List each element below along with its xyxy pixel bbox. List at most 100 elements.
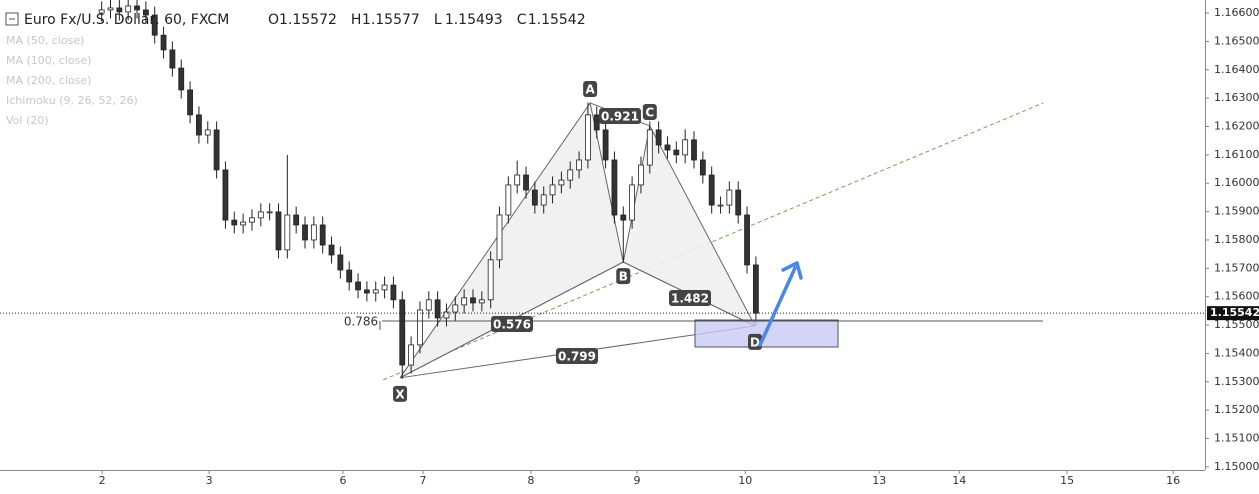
- candle-body: [417, 309, 423, 346]
- candle-body: [638, 164, 644, 186]
- ohlc-label: C: [517, 12, 527, 28]
- candle-body: [142, 9, 149, 16]
- ratio-label: 0.921: [601, 110, 639, 124]
- x-tick-label: 2: [99, 474, 106, 487]
- candle-body: [585, 114, 591, 161]
- candle-body: [355, 281, 361, 291]
- candle-body: [213, 129, 220, 171]
- candle-body: [505, 184, 512, 216]
- y-tick-label: 1.15400: [1214, 346, 1259, 359]
- candle-body: [266, 211, 273, 214]
- candle-body: [744, 214, 750, 266]
- candle-body: [567, 169, 574, 181]
- candle-body: [425, 299, 432, 311]
- candle-body: [284, 214, 291, 251]
- indicator-label: Ichimoku (9, 26, 52, 26): [6, 94, 138, 107]
- pattern-point-box: [583, 80, 598, 97]
- candle-body: [549, 184, 556, 196]
- x-tick-label: 14: [952, 474, 966, 487]
- x-tick-label: 13: [872, 474, 886, 487]
- ratio-label: 1.482: [671, 292, 709, 306]
- ohlc-value: 1.15542: [528, 12, 586, 28]
- candle-body: [399, 299, 406, 366]
- candle-body: [257, 211, 264, 219]
- candle-body: [293, 214, 300, 226]
- candle-body: [443, 311, 450, 319]
- pattern-point-label: C: [645, 105, 654, 119]
- indicator-label: MA (50, close): [6, 34, 84, 47]
- candle-body: [620, 214, 627, 221]
- pattern-point-label: B: [619, 270, 628, 284]
- candle-body: [160, 34, 167, 51]
- x-tick-label: 8: [527, 474, 534, 487]
- candle-body: [116, 7, 123, 13]
- candle-body: [487, 259, 494, 301]
- y-tick-label: 1.16500: [1214, 34, 1259, 47]
- y-tick-label: 1.15100: [1214, 432, 1259, 445]
- pattern-point-label: X: [395, 387, 405, 401]
- ohlc-label: H: [351, 12, 362, 28]
- candle-body: [461, 297, 468, 306]
- candle-body: [452, 304, 459, 313]
- ohlc-value: 1.15577: [362, 12, 420, 28]
- y-tick-label: 1.15700: [1214, 261, 1259, 274]
- candle-body: [408, 344, 414, 366]
- ratio-label: 0.786: [344, 315, 378, 329]
- projection-arrow: [758, 261, 803, 347]
- candle-body: [98, 9, 105, 14]
- candle-body: [540, 194, 547, 206]
- candle-body: [655, 129, 662, 146]
- candle-body: [593, 114, 600, 131]
- candle-body: [275, 211, 282, 251]
- x-tick-label: 16: [1166, 474, 1180, 487]
- chart-title: Euro Fx/U.S. Dollar, 60, FXCM: [24, 12, 229, 28]
- candle-body: [346, 269, 353, 283]
- y-tick-label: 1.15600: [1214, 290, 1259, 303]
- candle-body: [196, 114, 202, 136]
- candle-body: [470, 297, 476, 304]
- x-tick-label: 6: [340, 474, 347, 487]
- candle-body: [151, 14, 158, 36]
- candle-body: [691, 139, 697, 161]
- candle-body: [169, 49, 176, 69]
- candle-body: [629, 184, 636, 221]
- candle-body: [735, 189, 742, 216]
- pattern-point-box: [393, 385, 408, 402]
- ohlc-header: O 1.15572 H 1.15577 L 1.15493 C 1.15542 MA (50, …: [6, 12, 586, 127]
- ratio-label: 0.576: [493, 318, 531, 332]
- ratio-box: [669, 290, 711, 306]
- x-tick-label: 7: [420, 474, 427, 487]
- y-tick-label: 1.15200: [1214, 403, 1259, 416]
- candle-body: [558, 179, 565, 186]
- indicator-label: MA (100, close): [6, 54, 91, 67]
- candle-body: [249, 217, 255, 223]
- candle-body: [178, 67, 185, 91]
- last-price-tag: [1207, 306, 1259, 321]
- candle-body: [107, 7, 114, 11]
- y-tick-label: 1.15000: [1214, 460, 1259, 473]
- x-tick-label: 3: [206, 474, 213, 487]
- y-tick-label: 1.15800: [1214, 233, 1259, 246]
- ohlc-value: 1.15493: [445, 12, 503, 28]
- candle-body: [134, 5, 140, 11]
- candle-body: [708, 174, 715, 206]
- y-tick-label: 1.16400: [1214, 63, 1259, 76]
- annotations: 1.15542 X A B C D 0.576 0.921 1.482 0.799 0.786: [0, 80, 1259, 402]
- x-tick-label: 15: [1060, 474, 1074, 487]
- candle-body: [302, 224, 308, 241]
- x-tick-label: 10: [738, 474, 752, 487]
- candle-body: [240, 221, 247, 226]
- indicator-label: MA (200, close): [6, 74, 91, 87]
- y-tick-label: 1.15500: [1214, 318, 1259, 331]
- candle-body: [478, 299, 485, 304]
- y-tick-label: 1.16100: [1214, 148, 1259, 161]
- ohlc-label: O: [268, 12, 279, 28]
- candle-body: [602, 129, 609, 161]
- y-tick-label: 1.15300: [1214, 375, 1259, 388]
- candle-body: [611, 159, 618, 216]
- candle-body: [531, 189, 538, 206]
- candle-body: [434, 299, 441, 319]
- collapse-icon: [5, 12, 19, 26]
- candle-body: [682, 139, 689, 156]
